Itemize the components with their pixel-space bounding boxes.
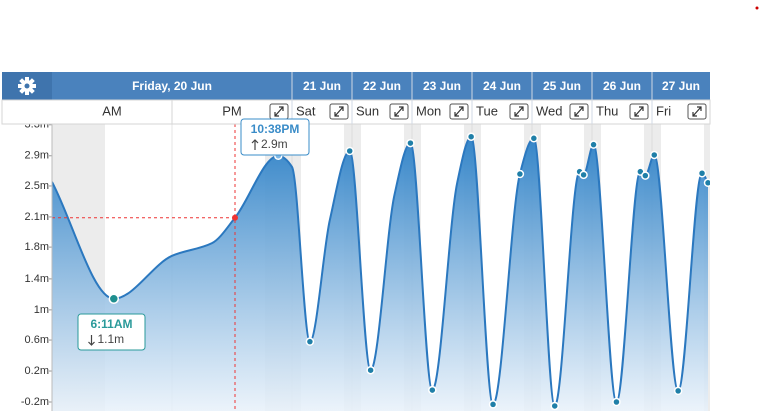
date-label[interactable]: 21 Jun: [303, 79, 341, 93]
y-tick-label: 2.5m: [25, 180, 49, 192]
tide-area: [52, 136, 709, 411]
tide-extreme[interactable]: [703, 178, 712, 188]
expand-button[interactable]: [509, 103, 529, 120]
date-label[interactable]: 27 Jun: [662, 79, 700, 93]
callout-box: [77, 313, 146, 351]
y-tick-label: 1.8m: [25, 241, 49, 253]
day-label[interactable]: Tue: [476, 103, 498, 118]
expand-icon: [394, 106, 404, 117]
expand-icon: [634, 106, 644, 117]
y-tick-label: 0.2m: [25, 365, 49, 377]
tide-extreme[interactable]: [345, 146, 354, 156]
expand-button[interactable]: [569, 103, 589, 120]
tide-extreme[interactable]: [466, 132, 476, 141]
y-tick-label: 1m: [34, 304, 49, 316]
expand-button[interactable]: [629, 103, 649, 120]
y-tick-label: -0.2m: [21, 396, 49, 408]
expand-button[interactable]: [269, 103, 289, 120]
tide-extreme[interactable]: [366, 365, 375, 375]
expand-icon: [274, 106, 284, 117]
callout-height: 2.9m: [261, 137, 288, 151]
y-tick-label: 2.1m: [25, 211, 49, 223]
tide-extreme[interactable]: [589, 140, 598, 149]
date-label[interactable]: 25 Jun: [543, 79, 581, 93]
day-label[interactable]: Fri: [656, 103, 671, 118]
gear-tooth: [25, 90, 29, 95]
day-label[interactable]: AM: [102, 103, 122, 118]
tide-extreme[interactable]: [579, 170, 588, 180]
tide-extreme[interactable]: [612, 397, 621, 407]
tide-extreme[interactable]: [515, 169, 525, 179]
y-axis: -0.2m 0.2m 0.6m 1m 1.4m 1.8m 2.1m 2.5m 2.9m 3.3m: [21, 119, 53, 411]
y-tick-label: 2.9m: [25, 150, 49, 162]
tide-extreme[interactable]: [428, 385, 437, 395]
day-label[interactable]: Mon: [416, 103, 441, 118]
gear-hole: [24, 83, 30, 89]
day-label[interactable]: Thu: [596, 103, 618, 118]
cursor-point: [232, 214, 238, 221]
tide-extreme[interactable]: [108, 293, 120, 304]
day-label[interactable]: Wed: [536, 103, 563, 118]
date-header[interactable]: Friday, 20 Jun 21 Jun 22 Jun 23 Jun 24 Jun 25…: [1, 72, 711, 125]
gear-tooth: [25, 77, 29, 82]
plot-area: [52, 124, 712, 411]
callout-arrow: [88, 335, 95, 346]
expand-icon: [692, 106, 702, 117]
tide-extreme[interactable]: [673, 386, 683, 396]
tide-extreme[interactable]: [650, 150, 659, 160]
date-label[interactable]: 23 Jun: [423, 79, 461, 93]
expand-button[interactable]: [449, 103, 469, 120]
callout-box: [240, 118, 310, 156]
date-label[interactable]: 26 Jun: [603, 79, 641, 93]
callout-arrow: [251, 139, 259, 150]
expand-button[interactable]: [389, 103, 409, 120]
expand-icon: [574, 106, 584, 117]
callout-time: 6:11AM: [90, 317, 132, 331]
day-label[interactable]: Sun: [356, 103, 379, 118]
expand-button[interactable]: [687, 103, 707, 120]
expand-button[interactable]: [329, 103, 349, 120]
tide-extreme[interactable]: [550, 401, 559, 411]
date-label[interactable]: 24 Jun: [483, 79, 521, 93]
expand-icon: [454, 106, 464, 117]
date-label[interactable]: Friday, 20 Jun: [132, 79, 212, 93]
callout-time: 10:38PM: [251, 122, 300, 136]
tide-extreme[interactable]: [488, 400, 498, 409]
y-tick-label: 1.4m: [25, 273, 49, 285]
expand-icon: [514, 106, 524, 117]
indicator-dot: [755, 6, 759, 10]
tide-extreme[interactable]: [406, 138, 415, 148]
callout-height: 1.1m: [98, 332, 125, 346]
tide-extreme[interactable]: [641, 171, 650, 180]
y-tick-label: 0.6m: [25, 334, 49, 346]
tide-extreme[interactable]: [529, 134, 539, 143]
date-label[interactable]: 22 Jun: [363, 79, 401, 93]
expand-icon: [334, 106, 344, 117]
settings-icon[interactable]: [18, 77, 36, 95]
day-label[interactable]: PM: [222, 103, 242, 118]
tide-extreme[interactable]: [305, 337, 315, 346]
day-label[interactable]: Sat: [296, 103, 316, 118]
tide-extreme[interactable]: [697, 168, 707, 178]
y-tick-label: 3.3m: [25, 119, 49, 131]
